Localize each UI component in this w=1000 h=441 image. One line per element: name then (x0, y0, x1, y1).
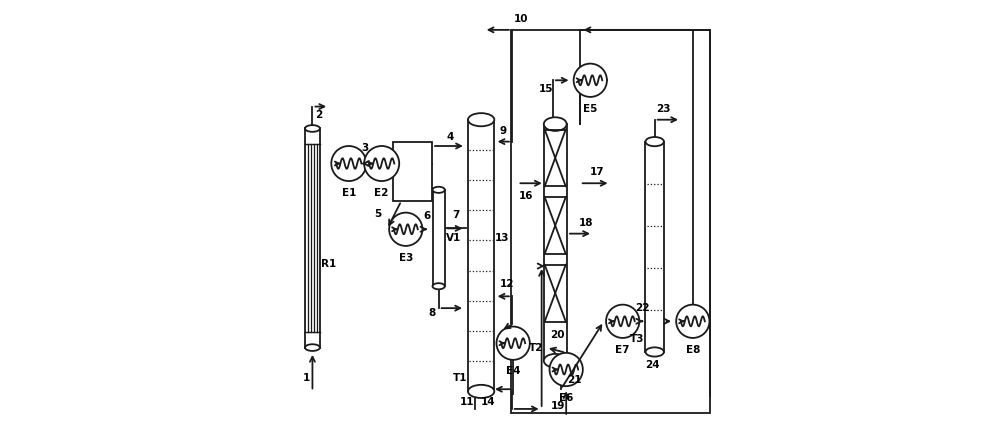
Text: 13: 13 (495, 233, 509, 243)
Text: 3: 3 (362, 143, 369, 153)
Bar (393, 142, 432, 201)
Text: 14: 14 (480, 397, 495, 407)
Circle shape (389, 213, 422, 246)
Text: 24: 24 (645, 360, 660, 370)
Text: T1: T1 (453, 373, 467, 383)
Text: 16: 16 (519, 191, 534, 202)
Text: 17: 17 (590, 167, 605, 177)
Circle shape (364, 146, 399, 181)
Text: 1: 1 (303, 373, 310, 383)
Bar (511, 30, 710, 413)
Bar (544, 124, 567, 361)
Text: R1: R1 (321, 259, 336, 269)
Bar (468, 120, 494, 392)
Text: E7: E7 (615, 345, 630, 355)
Text: 19: 19 (551, 401, 565, 411)
Text: 4: 4 (446, 132, 454, 142)
Text: 9: 9 (500, 126, 507, 136)
Text: E3: E3 (399, 253, 413, 263)
Text: E4: E4 (506, 366, 520, 376)
Circle shape (550, 353, 583, 386)
Ellipse shape (468, 385, 494, 398)
Ellipse shape (433, 187, 445, 193)
Text: 11: 11 (459, 397, 474, 407)
Ellipse shape (305, 344, 320, 351)
Text: 10: 10 (513, 14, 528, 24)
Text: E5: E5 (583, 104, 597, 114)
Text: E2: E2 (374, 188, 389, 198)
Text: 21: 21 (567, 375, 581, 385)
Text: 8: 8 (428, 307, 436, 318)
Text: 15: 15 (539, 84, 554, 94)
Circle shape (496, 326, 530, 360)
Circle shape (574, 64, 607, 97)
Ellipse shape (645, 137, 664, 146)
Text: 7: 7 (453, 210, 460, 220)
Text: 6: 6 (424, 211, 431, 221)
Ellipse shape (305, 125, 320, 132)
Text: 18: 18 (579, 218, 594, 228)
Circle shape (606, 305, 639, 338)
Text: E6: E6 (559, 393, 573, 404)
Bar (645, 142, 664, 352)
Text: 20: 20 (550, 330, 565, 340)
Text: E8: E8 (686, 345, 700, 355)
Text: 23: 23 (656, 104, 671, 114)
Text: 5: 5 (375, 209, 382, 219)
Text: V1: V1 (446, 233, 461, 243)
Ellipse shape (433, 283, 445, 289)
Text: 22: 22 (635, 303, 650, 313)
Circle shape (676, 305, 709, 338)
Text: 12: 12 (500, 279, 515, 289)
Text: T2: T2 (529, 343, 543, 353)
Bar (433, 190, 445, 286)
Circle shape (331, 146, 366, 181)
Ellipse shape (468, 113, 494, 126)
Text: 2: 2 (315, 110, 322, 120)
Bar (305, 128, 320, 348)
Ellipse shape (645, 348, 664, 357)
Ellipse shape (544, 354, 567, 367)
Text: E1: E1 (342, 188, 356, 198)
Text: T3: T3 (630, 334, 645, 344)
Ellipse shape (544, 117, 567, 131)
